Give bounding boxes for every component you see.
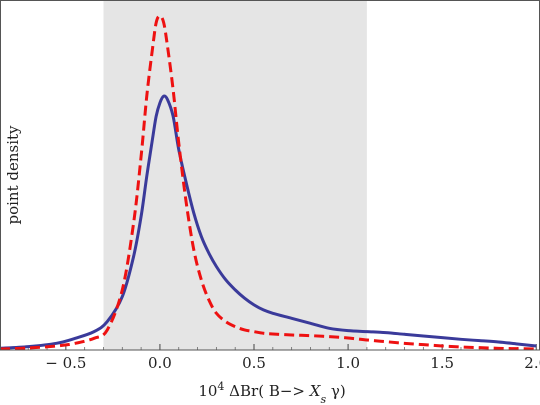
- y-axis-label: point density: [4, 125, 22, 225]
- x-tick-label: 0.0: [148, 354, 172, 372]
- shaded-region: [103, 1, 367, 350]
- x-tick-label: − 0.5: [45, 354, 86, 372]
- x-tick-label: 1.5: [430, 354, 454, 372]
- x-axis-label: 104 ΔBr( B−> Xs γ): [198, 380, 345, 405]
- series-line-dashed: [0, 14, 537, 351]
- plot-area: [103, 1, 367, 350]
- series-line-solid: [0, 94, 537, 350]
- series-layer: [0, 14, 537, 351]
- x-axis-ticks: − 0.5 0.0 0.5 1.0 1.5 2.0: [9, 344, 540, 372]
- x-tick-label: 1.0: [336, 354, 360, 372]
- x-tick-label: 0.5: [242, 354, 266, 372]
- x-tick-label: 2.0: [524, 354, 540, 372]
